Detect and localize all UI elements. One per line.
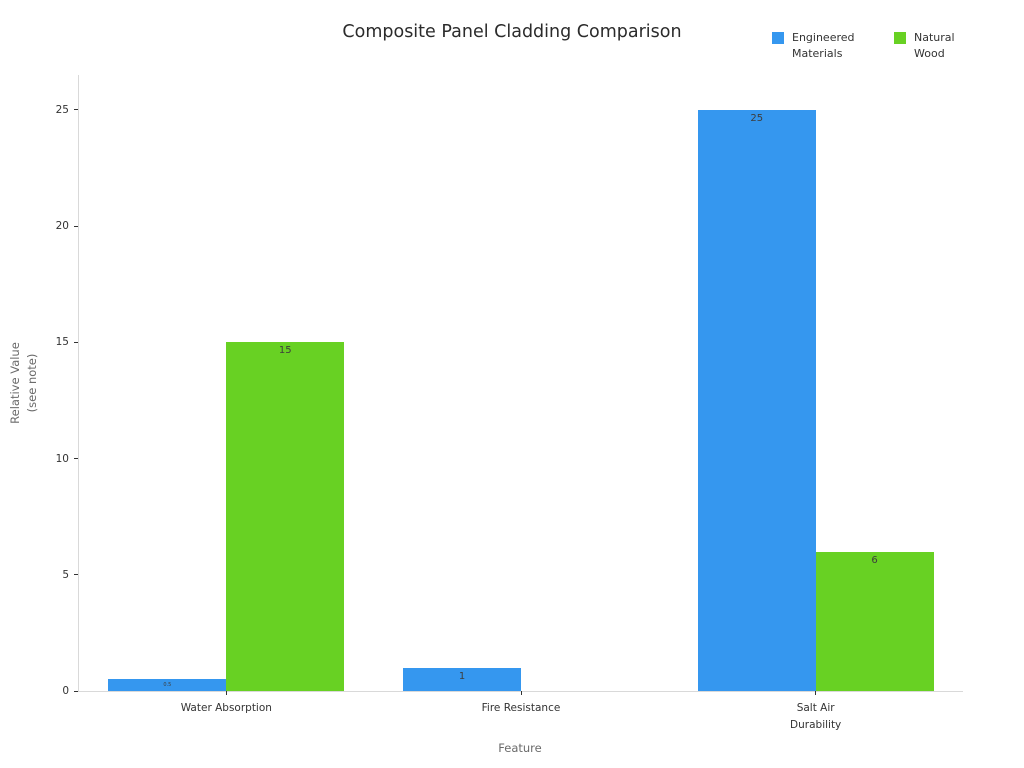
y-tick-label: 15 (55, 336, 69, 349)
bar: 1 (403, 667, 521, 691)
bar-value-label: 0.5 (163, 682, 172, 689)
bar-value-label: 1 (458, 670, 466, 682)
plot-area: 0 5 10 15 20 25 Water Absorption 0.5 15 Fire Resi… (56, 75, 963, 731)
legend-swatch-natural-wood (894, 32, 906, 44)
y-tick-mark (74, 690, 78, 692)
legend-label-natural-wood: Natural Wood (914, 31, 955, 60)
x-tick-label: Fire Resistance (481, 702, 561, 714)
y-tick-label: 10 (55, 452, 69, 465)
x-tick-mark (520, 691, 522, 695)
bar-value-label: 6 (871, 554, 878, 566)
x-tick-mark (815, 691, 817, 695)
legend-item-engineered-materials: Engineered Materials (772, 30, 862, 62)
y-tick-label: 25 (55, 103, 69, 116)
y-tick-label: 5 (62, 568, 69, 581)
y-tick-mark (74, 225, 78, 227)
bar: 6 (815, 551, 934, 691)
bar: 0.5 (108, 679, 227, 691)
legend-label-engineered-materials: Engineered Materials (792, 31, 855, 60)
legend-swatch-engineered-materials (772, 32, 784, 44)
x-axis-title: Feature (498, 741, 542, 755)
legend: Engineered Materials Natural Wood (772, 30, 984, 62)
bar-value-label: 25 (750, 112, 764, 124)
x-tick-label: Salt Air Durability (790, 702, 842, 731)
bar: 15 (226, 342, 345, 691)
y-tick-mark (74, 458, 78, 460)
y-tick-mark (74, 574, 78, 576)
x-tick-mark (225, 691, 227, 695)
y-tick-label: 20 (55, 220, 69, 233)
y-tick-label: 0 (62, 685, 69, 697)
chart-title: Composite Panel Cladding Comparison (342, 22, 682, 42)
x-tick-label: Water Absorption (180, 702, 272, 714)
bar: 25 (697, 109, 816, 691)
legend-item-natural-wood: Natural Wood (894, 30, 984, 62)
y-tick-mark (74, 341, 78, 343)
y-axis-title: Relative Value (see note) (7, 342, 39, 424)
y-tick-mark (74, 109, 78, 111)
bar-value-label: 15 (278, 345, 292, 357)
